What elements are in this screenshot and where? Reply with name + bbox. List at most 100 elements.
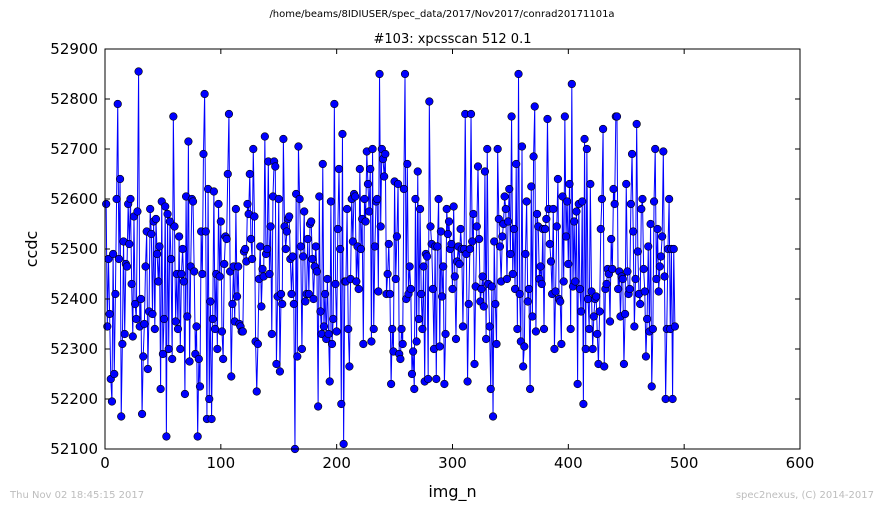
data-point (271, 162, 280, 171)
data-point (170, 222, 179, 231)
data-point (433, 242, 442, 251)
data-point (501, 204, 510, 214)
data-point (175, 232, 184, 241)
data-point (319, 322, 329, 331)
data-point (198, 269, 207, 279)
data-point (367, 337, 376, 346)
data-point (502, 274, 512, 284)
data-point (285, 212, 294, 221)
data-point (472, 222, 481, 231)
data-point (551, 287, 560, 296)
data-point (520, 342, 529, 351)
data-point (560, 112, 569, 121)
data-point (437, 292, 447, 301)
data-point (311, 242, 320, 251)
data-point (287, 289, 296, 299)
footer-credit: spec2nexus, (C) 2014-2017 (735, 490, 874, 501)
data-point (381, 149, 390, 159)
chart-title: #103: xpcsscan 512 0.1 (374, 32, 532, 47)
data-point (556, 297, 565, 306)
data-point (118, 339, 127, 349)
x-tick-label: 500 (670, 454, 699, 472)
data-point (260, 132, 269, 141)
data-point (316, 307, 325, 316)
data-point (432, 374, 441, 384)
data-point (127, 279, 136, 289)
data-point (494, 214, 503, 224)
data-point (318, 159, 327, 169)
data-point (608, 264, 617, 274)
data-point (380, 172, 389, 181)
data-point (151, 214, 161, 224)
data-point (208, 314, 217, 324)
data-point (359, 339, 368, 349)
data-point (161, 202, 170, 211)
data-point (199, 149, 208, 159)
data-point (147, 229, 156, 239)
data-point (171, 317, 180, 326)
data-point (385, 289, 395, 299)
data-point (243, 199, 252, 209)
data-point (458, 322, 468, 331)
data-point (477, 284, 486, 294)
data-point (295, 194, 304, 204)
data-point (409, 347, 418, 356)
data-point (348, 237, 357, 246)
data-point (582, 144, 591, 154)
data-point (183, 312, 192, 321)
data-point (193, 432, 202, 441)
data-point (483, 144, 492, 154)
data-point (387, 379, 396, 389)
y-tick-label: 52400 (50, 290, 98, 308)
data-point (558, 192, 567, 201)
data-point (513, 324, 522, 334)
data-point (156, 384, 165, 394)
data-point (633, 247, 642, 256)
data-point (618, 274, 627, 284)
data-point (648, 324, 657, 334)
data-point (361, 217, 370, 226)
data-point (388, 324, 397, 334)
data-point (598, 124, 608, 134)
data-point (609, 184, 618, 194)
data-point (282, 227, 291, 236)
data-point (405, 262, 414, 271)
data-point (342, 204, 352, 214)
data-point (320, 289, 330, 299)
data-point (150, 324, 159, 334)
data-point (296, 242, 305, 251)
data-point (434, 194, 443, 204)
data-point (610, 199, 619, 209)
data-point (173, 324, 183, 334)
data-point (115, 174, 125, 184)
data-point (580, 134, 589, 144)
data-point (465, 244, 474, 254)
data-point (619, 359, 629, 369)
data-point (559, 277, 568, 286)
series-ccdc (102, 67, 680, 454)
data-point (228, 299, 237, 309)
data-point (578, 197, 587, 206)
x-axis-label: img_n (428, 482, 476, 502)
data-point (631, 274, 640, 284)
x-tick-label: 200 (322, 454, 351, 472)
data-point (668, 394, 677, 404)
data-point (383, 269, 392, 279)
data-point (449, 202, 458, 211)
data-point (122, 262, 132, 271)
data-point (406, 284, 415, 294)
data-point (519, 362, 528, 371)
data-point (206, 297, 215, 306)
data-point (570, 217, 579, 226)
data-point (441, 329, 450, 339)
data-point (661, 394, 670, 404)
data-point (215, 272, 224, 281)
data-point (529, 152, 538, 161)
data-point (487, 282, 496, 291)
data-point (411, 194, 420, 204)
data-point (614, 284, 623, 294)
data-point (374, 287, 383, 296)
y-tick-label: 52200 (50, 390, 98, 408)
data-point (168, 354, 177, 364)
data-point (373, 194, 382, 204)
